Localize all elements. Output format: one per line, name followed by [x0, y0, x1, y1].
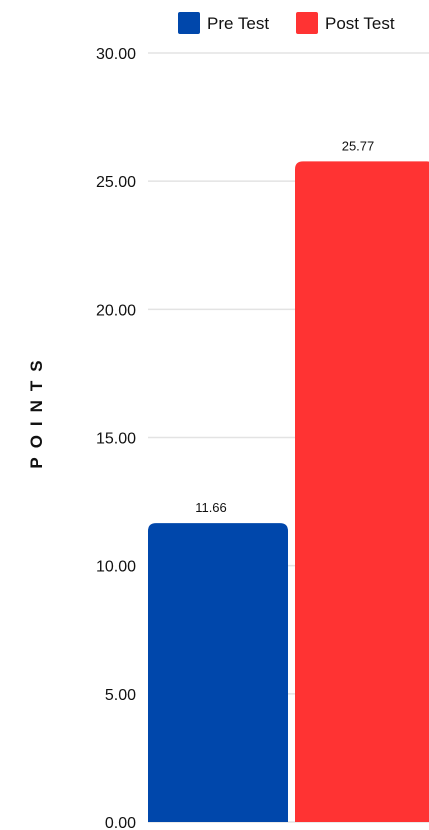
- bar-post-test: [295, 161, 429, 822]
- y-tick-label: 25.00: [96, 174, 136, 191]
- y-axis-label: POINTS: [27, 351, 46, 468]
- y-tick-label: 10.00: [96, 559, 136, 576]
- y-axis-ticks: 0.00 5.00 10.00 15.00 20.00 25.00 30.00: [96, 46, 136, 830]
- legend-label: Pre Test: [207, 14, 269, 33]
- y-tick-label: 30.00: [96, 46, 136, 63]
- y-tick-label: 0.00: [105, 815, 136, 830]
- y-tick-label: 20.00: [96, 302, 136, 319]
- legend-swatch: [178, 12, 200, 34]
- legend-label: Post Test: [325, 14, 395, 33]
- data-label: 25.77: [342, 138, 375, 153]
- legend-swatch: [296, 12, 318, 34]
- data-label: 11.66: [195, 500, 227, 515]
- bar-pre-test: [148, 523, 288, 822]
- data-labels: 11.66 25.77: [195, 138, 374, 515]
- y-tick-label: 15.00: [96, 431, 136, 448]
- bars: [148, 161, 429, 822]
- y-tick-label: 5.00: [105, 687, 136, 704]
- legend: Pre Test Post Test: [178, 12, 395, 34]
